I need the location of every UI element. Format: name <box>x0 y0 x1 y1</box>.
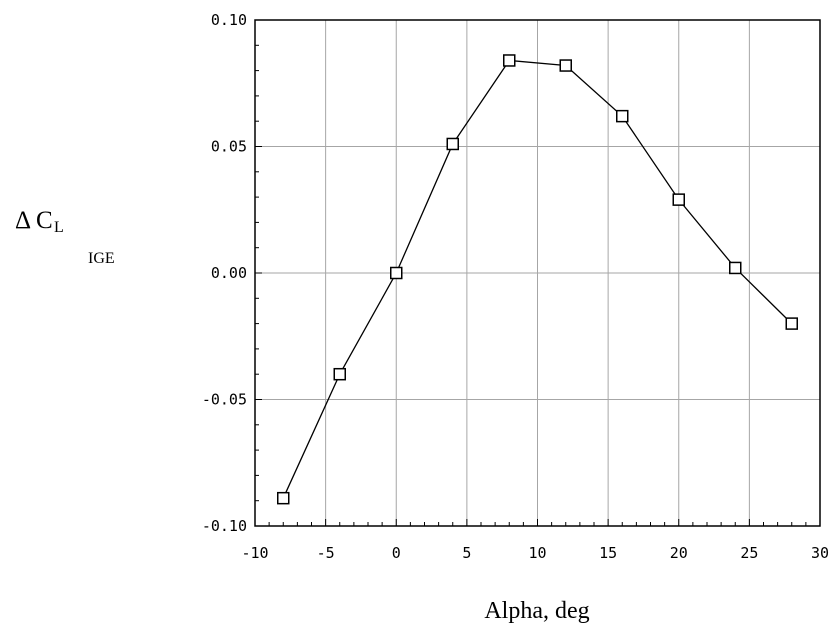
x-tick-label: -5 <box>317 544 335 562</box>
y-axis-title-subsubscript: IGE <box>88 250 115 267</box>
y-tick-labels: -0.10 -0.05 0.00 0.05 0.10 <box>202 11 247 535</box>
x-tick-label: 25 <box>740 544 758 562</box>
x-tick-label: -10 <box>241 544 268 562</box>
series-line-path <box>282 59 793 499</box>
data-markers <box>277 54 798 505</box>
series-line <box>282 59 793 499</box>
x-tick-label: 30 <box>811 544 829 562</box>
data-point-marker <box>390 266 403 280</box>
y-axis-title-prefix: Δ <box>15 207 31 234</box>
data-point-marker <box>729 261 742 275</box>
minor-ticks <box>254 19 821 527</box>
data-point-marker <box>277 491 290 505</box>
y-axis-title-subscript: L <box>54 219 64 236</box>
x-tick-label: 15 <box>599 544 617 562</box>
x-tick-labels: -10 -5 0 5 10 15 20 25 30 <box>241 544 829 562</box>
x-tick-label: 20 <box>670 544 688 562</box>
y-axis-title: Δ C L IGE <box>15 207 115 267</box>
data-point-marker <box>333 367 346 381</box>
x-tick-label: 10 <box>528 544 546 562</box>
y-axis-title-main: C <box>36 207 53 234</box>
data-point-marker <box>616 109 629 123</box>
data-point-marker <box>785 317 798 330</box>
y-tick-label: 0.10 <box>211 11 247 29</box>
grid <box>255 20 820 526</box>
data-point-marker <box>672 193 685 206</box>
x-tick-label: 0 <box>392 544 401 562</box>
x-axis-title: Alpha, deg <box>484 598 589 624</box>
x-tick-label: 5 <box>462 544 471 562</box>
y-tick-label: 0.05 <box>211 138 247 156</box>
y-tick-label: -0.10 <box>202 517 247 535</box>
data-point-marker <box>503 54 516 67</box>
data-point-marker <box>446 137 459 151</box>
y-tick-label: -0.05 <box>202 391 247 409</box>
data-point-marker <box>559 59 572 72</box>
y-tick-label: 0.00 <box>211 264 247 282</box>
